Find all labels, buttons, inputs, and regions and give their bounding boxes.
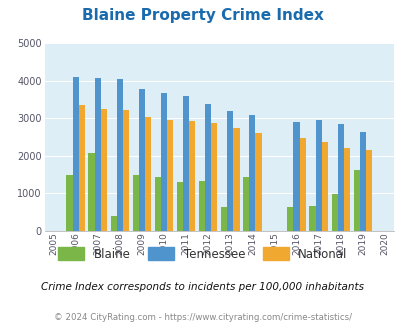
Bar: [123, 110, 129, 231]
Bar: [309, 206, 315, 231]
Bar: [233, 128, 239, 231]
Bar: [94, 78, 100, 231]
Bar: [227, 111, 233, 231]
Bar: [139, 89, 145, 231]
Bar: [343, 148, 349, 231]
Text: Blaine Property Crime Index: Blaine Property Crime Index: [82, 8, 323, 23]
Bar: [79, 105, 85, 231]
Bar: [205, 104, 211, 231]
Bar: [243, 177, 249, 231]
Bar: [337, 124, 343, 231]
Bar: [220, 207, 227, 231]
Bar: [132, 175, 139, 231]
Bar: [145, 116, 151, 231]
Bar: [359, 132, 365, 231]
Bar: [287, 207, 293, 231]
Bar: [88, 153, 94, 231]
Bar: [198, 181, 205, 231]
Bar: [167, 120, 173, 231]
Bar: [365, 150, 371, 231]
Legend: Blaine, Tennessee, National: Blaine, Tennessee, National: [52, 242, 353, 267]
Bar: [353, 170, 359, 231]
Bar: [100, 110, 107, 231]
Bar: [249, 115, 255, 231]
Bar: [154, 177, 160, 231]
Bar: [110, 216, 116, 231]
Bar: [176, 182, 183, 231]
Bar: [211, 123, 217, 231]
Bar: [189, 121, 195, 231]
Bar: [183, 96, 189, 231]
Bar: [160, 93, 167, 231]
Bar: [255, 133, 261, 231]
Text: © 2024 CityRating.com - https://www.cityrating.com/crime-statistics/: © 2024 CityRating.com - https://www.city…: [54, 313, 351, 322]
Bar: [116, 79, 123, 231]
Bar: [331, 194, 337, 231]
Bar: [72, 77, 79, 231]
Bar: [315, 120, 321, 231]
Bar: [293, 122, 299, 231]
Bar: [66, 175, 72, 231]
Text: Crime Index corresponds to incidents per 100,000 inhabitants: Crime Index corresponds to incidents per…: [41, 282, 364, 292]
Bar: [299, 139, 305, 231]
Bar: [321, 142, 327, 231]
